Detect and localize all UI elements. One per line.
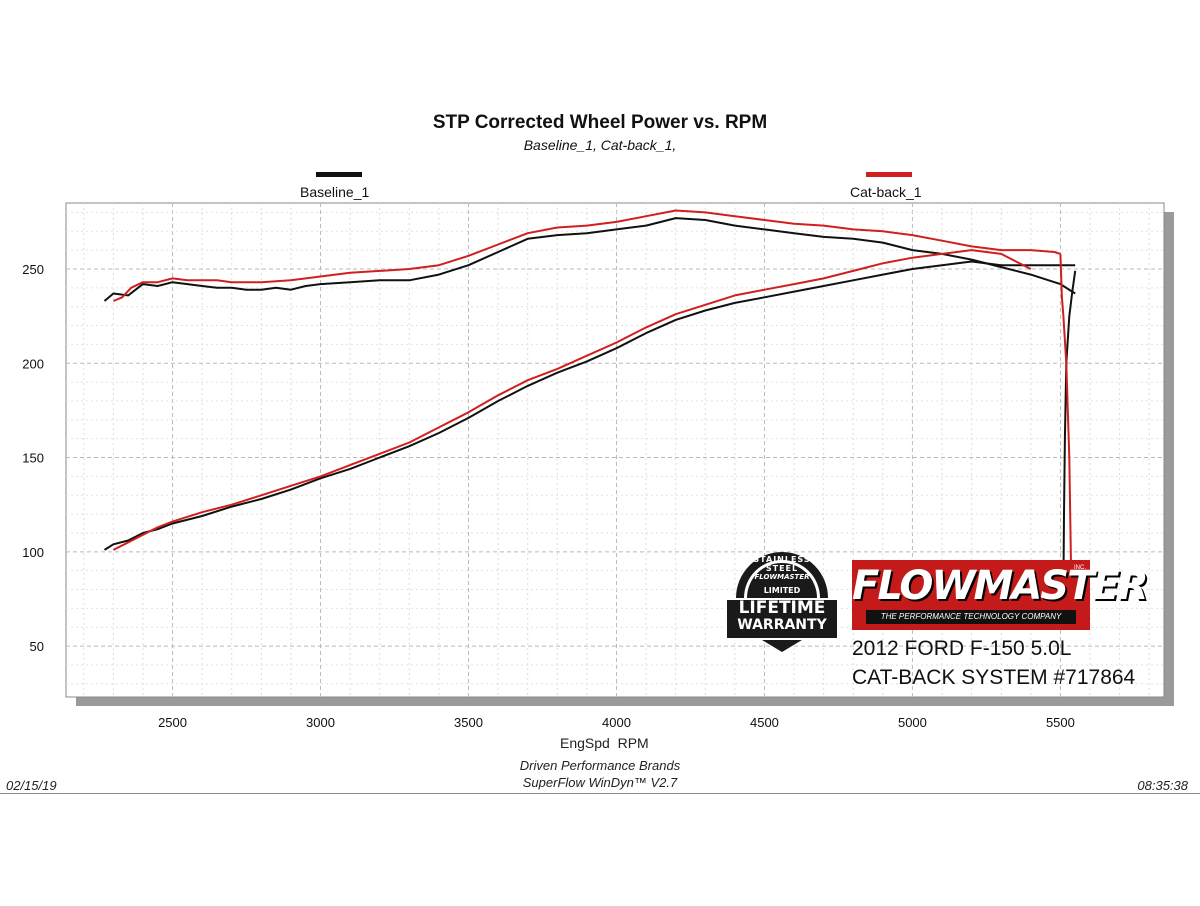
x-tick-label: 3000 [306,715,335,730]
tick-labels: 2500 3000 3500 4000 4500 5000 5500 50 100 150 200 2… [22,262,1075,730]
chart-title: STP Corrected Wheel Power vs. RPM [432,112,768,133]
series-lines [103,209,1077,618]
footer-software: SuperFlow WinDyn™ V2.7 [522,775,678,790]
flowmaster-logo-text: FLOWMASTER [852,563,1149,609]
x-tick-label: 3500 [454,715,483,730]
flowmaster-tagline: THE PERFORMANCE TECHNOLOGY COMPANY [866,610,1076,624]
chart-subtitle: Baseline_1, Cat-back_1, [523,137,677,153]
legend-swatch-catback [866,172,912,177]
footer-company: Driven Performance Brands [519,758,681,773]
badge-limited: LIMITED [763,586,801,595]
badge-warranty: WARRANTY [737,617,827,633]
legend-swatch-baseline [316,172,362,177]
x-tick-label: 2500 [158,715,187,730]
y-tick-label: 100 [22,545,44,560]
footer-divider [0,793,1200,794]
series-line-catback-power [113,209,1061,302]
x-tick-label: 4000 [602,715,631,730]
series-line-catback-drop [1059,253,1073,618]
badge-brand: FLOWMASTER [754,573,810,581]
flowmaster-logo: FLOWMASTER INC. THE PERFORMANCE TECHNOLO… [852,560,1149,630]
footer-time: 08:35:38 [1137,778,1188,793]
x-tick-label: 5000 [898,715,927,730]
x-tick-label: 4500 [750,715,779,730]
series-line-baseline-torque [103,260,1076,551]
footer-date: 02/15/19 [6,778,57,793]
series-line-catback-torque [112,249,1032,551]
legend-label-catback: Cat-back_1 [850,184,922,200]
y-tick-label: 250 [22,262,44,277]
y-tick-label: 150 [22,451,44,466]
vehicle-line-1: 2012 FORD F-150 5.0L [852,637,1072,660]
legend-label-baseline: Baseline_1 [300,184,370,200]
vehicle-line-2: CAT-BACK SYSTEM #717864 [852,666,1136,689]
badge-ring-text: STAINLESS STEEL [753,555,811,573]
warranty-badge [724,552,840,652]
y-tick-label: 200 [22,356,44,371]
x-tick-label: 5500 [1046,715,1075,730]
y-tick-label: 50 [30,639,44,654]
series-line-baseline-power [103,217,1076,302]
x-axis-label: EngSpd RPM [560,735,649,751]
flowmaster-logo-inc: INC. [1074,565,1086,571]
badge-lifetime: LIFETIME [738,598,826,618]
